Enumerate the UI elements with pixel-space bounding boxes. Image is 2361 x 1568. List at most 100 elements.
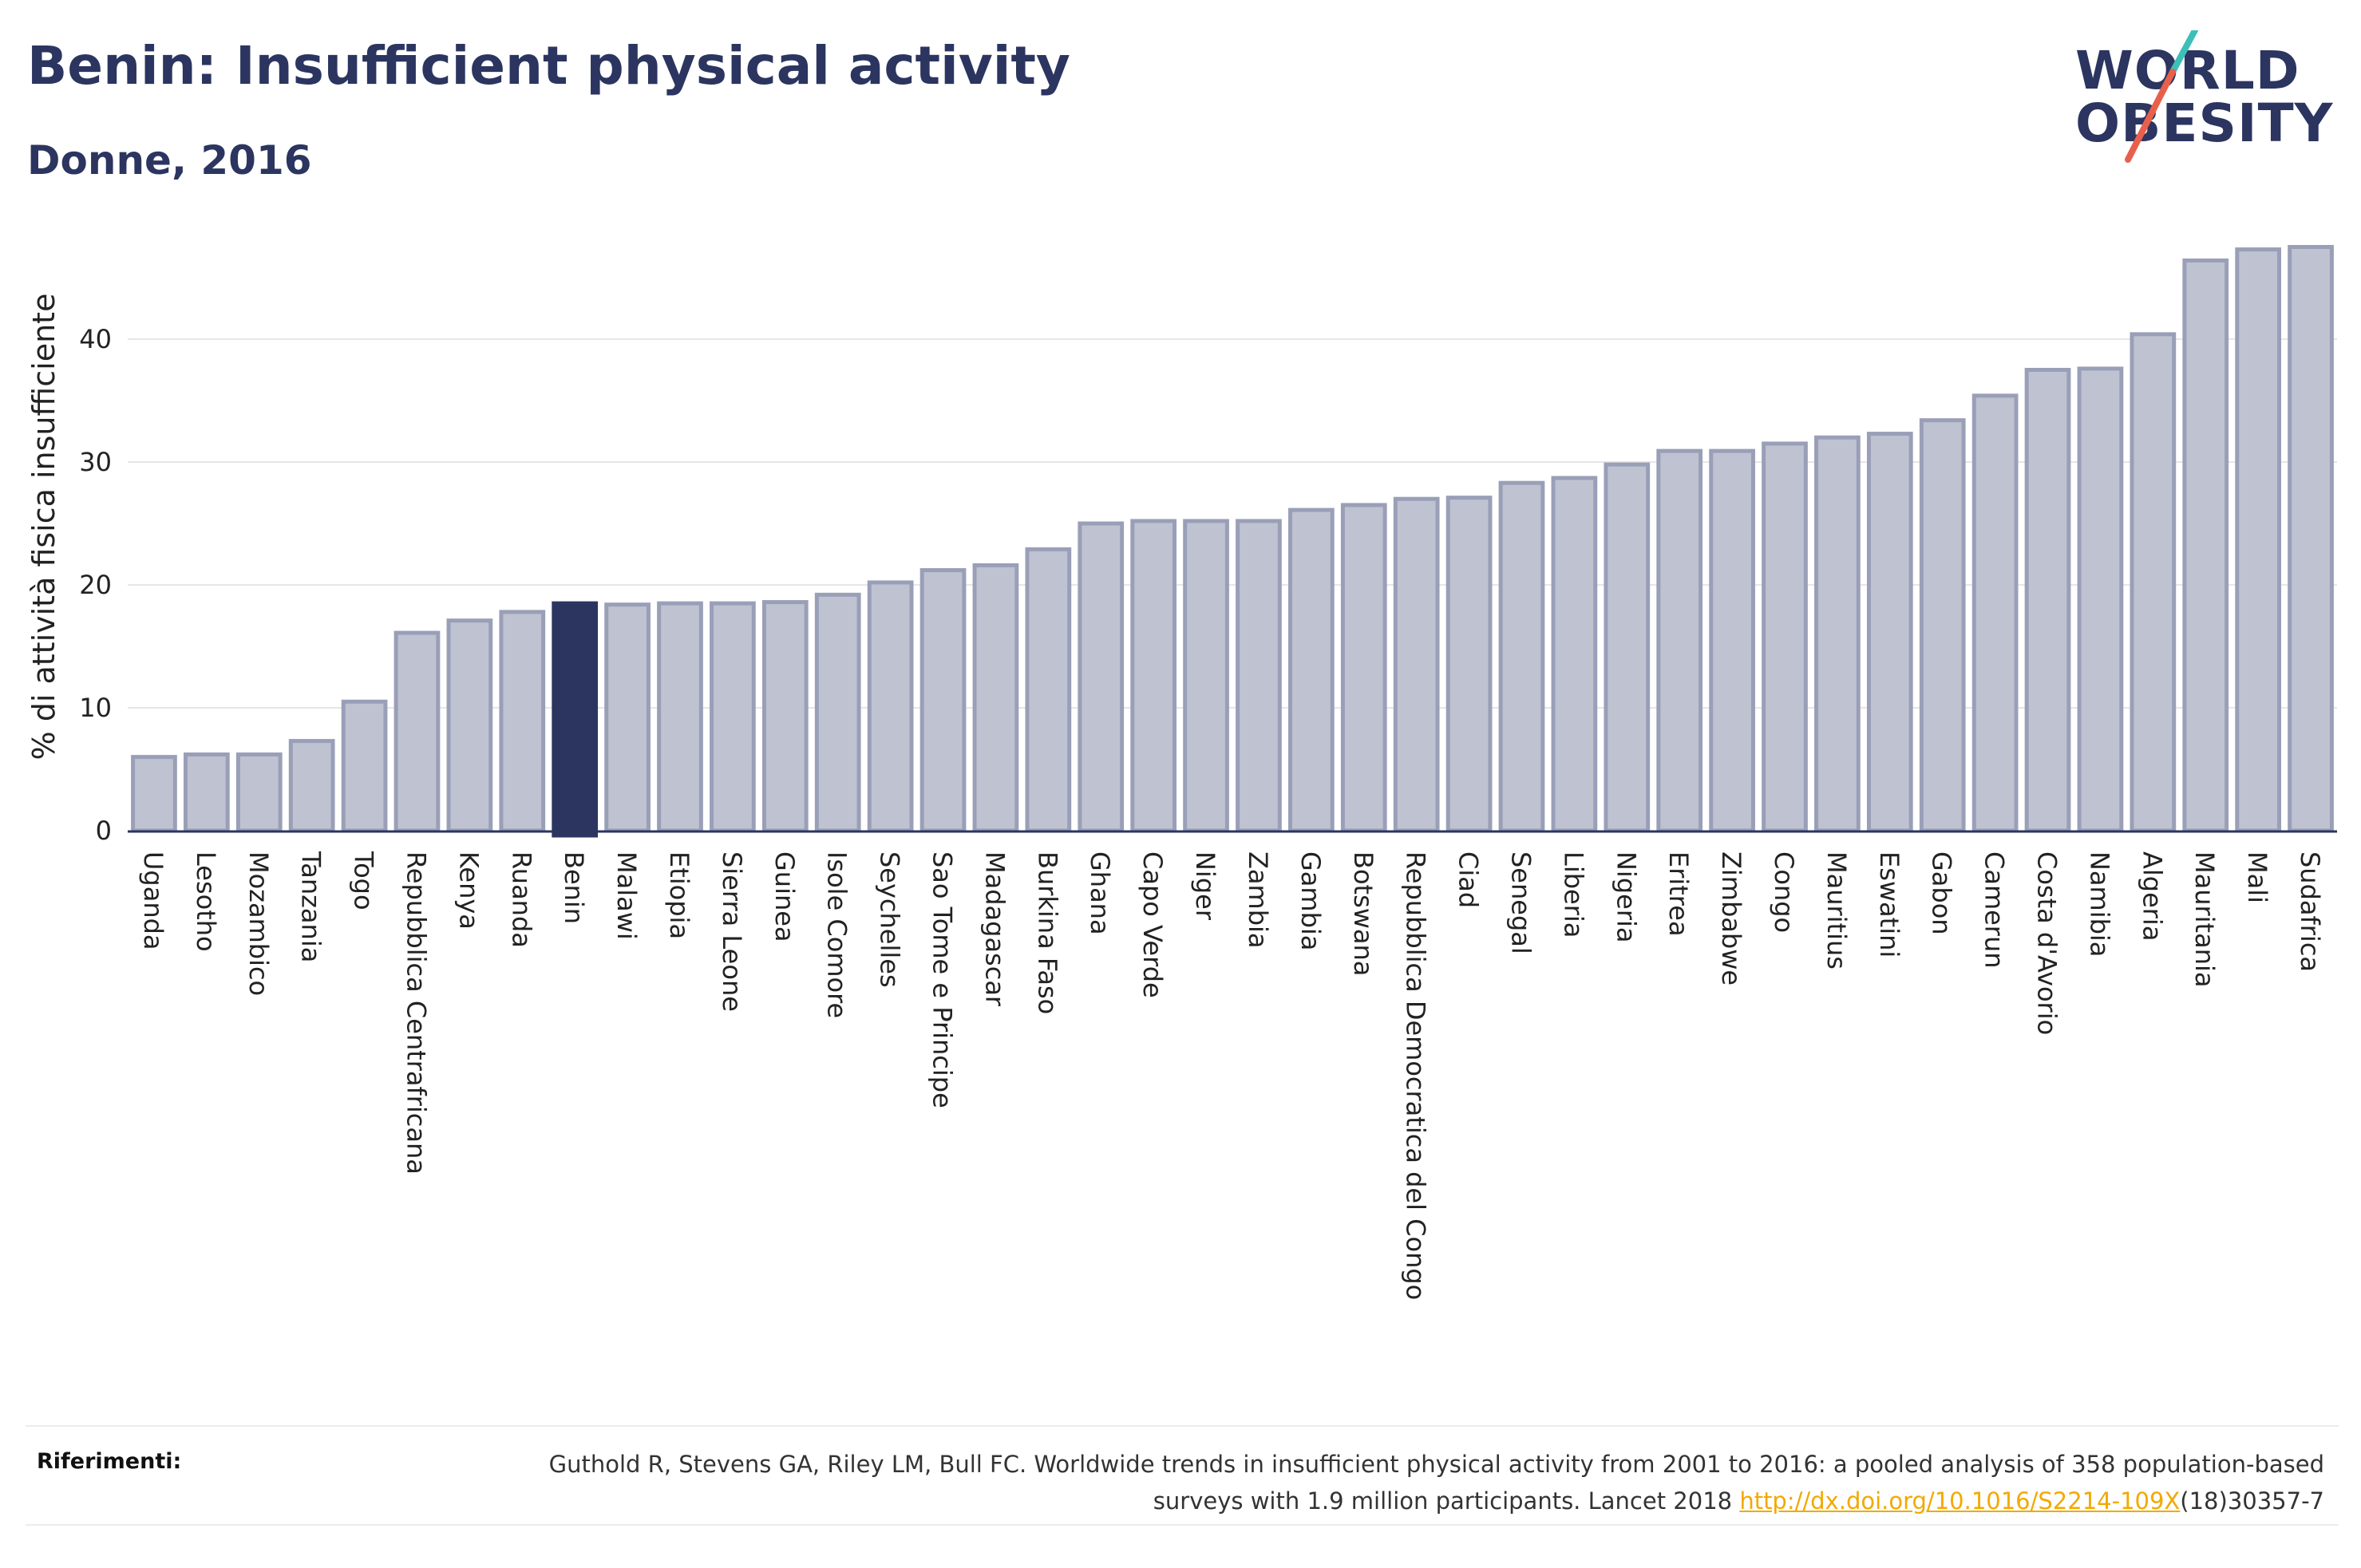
separator-bottom (26, 1524, 2339, 1526)
bar-algeria (2130, 332, 2177, 833)
x-tick-label: Zimbabwe (1716, 851, 1746, 985)
x-tick-label: Nigeria (1611, 851, 1641, 942)
x-tick-label: Namibia (2084, 851, 2114, 957)
bar-camerun (1971, 393, 2019, 833)
bar-niger (1183, 519, 1229, 833)
y-tick-label: 30 (79, 447, 112, 477)
references-doi-link[interactable]: http://dx.doi.org/10.1016/S2214-109X (1739, 1487, 2181, 1515)
logo-slash-icon (2125, 30, 2198, 163)
x-tick-label: Mauritania (2189, 851, 2220, 987)
x-tick-label: Mali (2242, 851, 2272, 903)
x-tick-label: Liberia (1558, 851, 1588, 938)
x-tick-label: Camerun (1979, 851, 2010, 969)
x-tick-label: Niger (1190, 851, 1220, 921)
bar-uganda (131, 755, 177, 833)
x-tick-label: Seychelles (875, 851, 905, 988)
x-tick-label: Guinea (769, 851, 800, 942)
x-tick-label: Ghana (1085, 851, 1115, 935)
bar-namibia (2077, 366, 2124, 833)
x-tick-label: Sudafrica (2295, 851, 2325, 972)
separator-top (26, 1425, 2339, 1427)
x-tick-label: Malawi (611, 851, 642, 940)
bar-repubblica-democratica-del-congo (1393, 496, 1440, 833)
world-obesity-logo: WORLD OBESITY (2075, 30, 2347, 166)
x-tick-label: Isole Comore (822, 851, 852, 1018)
bar-congo (1762, 441, 1808, 833)
x-tick-label: Togo (349, 851, 379, 910)
bar-guinea (761, 600, 809, 833)
bar-benin (552, 601, 599, 838)
x-tick-label: Lesotho (191, 851, 221, 952)
bar-capo-verde (1130, 519, 1177, 833)
x-tick-label: Sao Tome e Principe (927, 851, 958, 1108)
bar-gambia (1287, 508, 1335, 833)
x-tick-label: Congo (1769, 851, 1799, 933)
x-tick-label: Ruanda (506, 851, 536, 948)
bar-togo (341, 699, 388, 833)
x-tick-label: Algeria (2137, 851, 2167, 941)
x-tick-label: Gambia (1295, 851, 1326, 950)
bar-repubblica-centrafricana (394, 630, 441, 833)
bar-kenya (446, 618, 493, 833)
x-tick-label: Mauritius (1821, 851, 1852, 970)
bar-costa-d-avorio (2024, 368, 2071, 833)
references-citation: Guthold R, Stevens GA, Riley LM, Bull FC… (548, 1451, 2324, 1515)
bar-zimbabwe (1709, 448, 1755, 833)
x-tick-label: Ciad (1453, 851, 1484, 908)
bar-eswatini (1866, 432, 1913, 833)
bar-botswana (1340, 503, 1387, 833)
x-tick-label: Botswana (1348, 851, 1378, 976)
bar-eritrea (1656, 448, 1703, 833)
logo-text-line1: WORLD (2075, 40, 2300, 101)
bar-sao-tome-e-principe (919, 568, 967, 833)
x-tick-label: Kenya (453, 851, 484, 930)
bar-ruanda (499, 610, 546, 833)
x-tick-label: Mozambico (243, 851, 274, 996)
bar-lesotho (183, 752, 230, 833)
x-tick-label: Senegal (1505, 851, 1536, 954)
x-tick-label: Tanzania (296, 851, 326, 962)
references-label: Riferimenti: (37, 1449, 182, 1474)
bar-malawi (604, 602, 651, 833)
bar-mauritius (1814, 435, 1861, 833)
bar-mauritania (2182, 258, 2229, 833)
bar-sierra-leone (710, 601, 756, 833)
bars (131, 245, 2334, 838)
x-tick-label: Eswatini (1874, 851, 1904, 958)
axes: 0 10 20 30 40 Uganda Lesotho Mozambico Tanzania T… (79, 324, 2337, 1300)
x-tick-label: Gabon (1927, 851, 1957, 935)
bar-etiopia (657, 601, 703, 833)
y-axis-label: % di attività fisica insufficiente (26, 294, 61, 760)
x-tick-label: Zambia (1243, 851, 1273, 949)
x-tick-label: Repubblica Democratica del Congo (1401, 851, 1431, 1300)
x-tick-label: Benin (559, 851, 589, 924)
bar-seychelles (867, 580, 914, 833)
bar-sudafrica (2288, 245, 2334, 833)
bar-mozambico (235, 752, 283, 833)
y-tick-label: 20 (79, 570, 112, 600)
chart-title: Benin: Insufficient physical activity (27, 35, 1070, 97)
x-tick-label: Repubblica Centrafricana (401, 851, 431, 1175)
y-tick-label: 0 (96, 816, 112, 846)
chart-subtitle: Donne, 2016 (27, 137, 312, 184)
bar-tanzania (288, 739, 335, 833)
bar-ghana (1078, 521, 1125, 833)
x-tick-label: Madagascar (979, 851, 1010, 1007)
x-tick-label: Capo Verde (1137, 851, 1168, 998)
x-tick-label: Burkina Faso (1032, 851, 1062, 1014)
logo-text-line2: OBESITY (2075, 93, 2334, 154)
bar-chart: 0 10 20 30 40 Uganda Lesotho Mozambico Tanzania T… (26, 245, 2337, 1300)
gridlines (128, 338, 2337, 709)
x-tick-label: Sierra Leone (717, 851, 747, 1012)
bar-zambia (1236, 519, 1282, 833)
y-tick-label: 10 (79, 693, 112, 723)
bar-madagascar (972, 563, 1019, 833)
bar-isole-comore (814, 592, 861, 833)
bar-ciad (1445, 496, 1493, 833)
bar-senegal (1498, 480, 1545, 833)
bar-gabon (1919, 418, 1966, 833)
bar-burkina-faso (1025, 547, 1072, 833)
x-tick-label: Eritrea (1663, 851, 1694, 937)
references-text: Guthold R, Stevens GA, Riley LM, Bull FC… (488, 1446, 2324, 1519)
y-tick-label: 40 (79, 324, 112, 354)
